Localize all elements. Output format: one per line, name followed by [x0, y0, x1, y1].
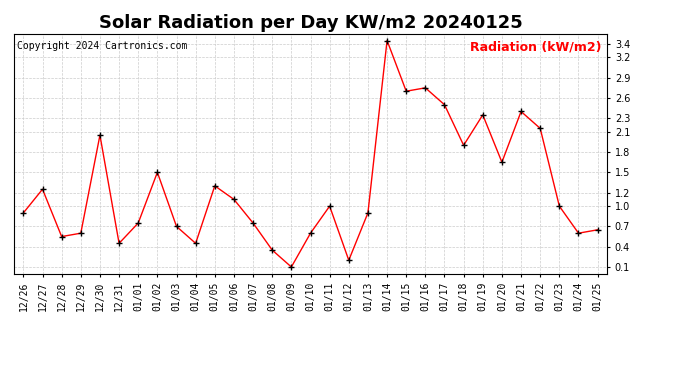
Title: Solar Radiation per Day KW/m2 20240125: Solar Radiation per Day KW/m2 20240125: [99, 14, 522, 32]
Text: Radiation (kW/m2): Radiation (kW/m2): [470, 41, 601, 54]
Text: Copyright 2024 Cartronics.com: Copyright 2024 Cartronics.com: [17, 41, 187, 51]
